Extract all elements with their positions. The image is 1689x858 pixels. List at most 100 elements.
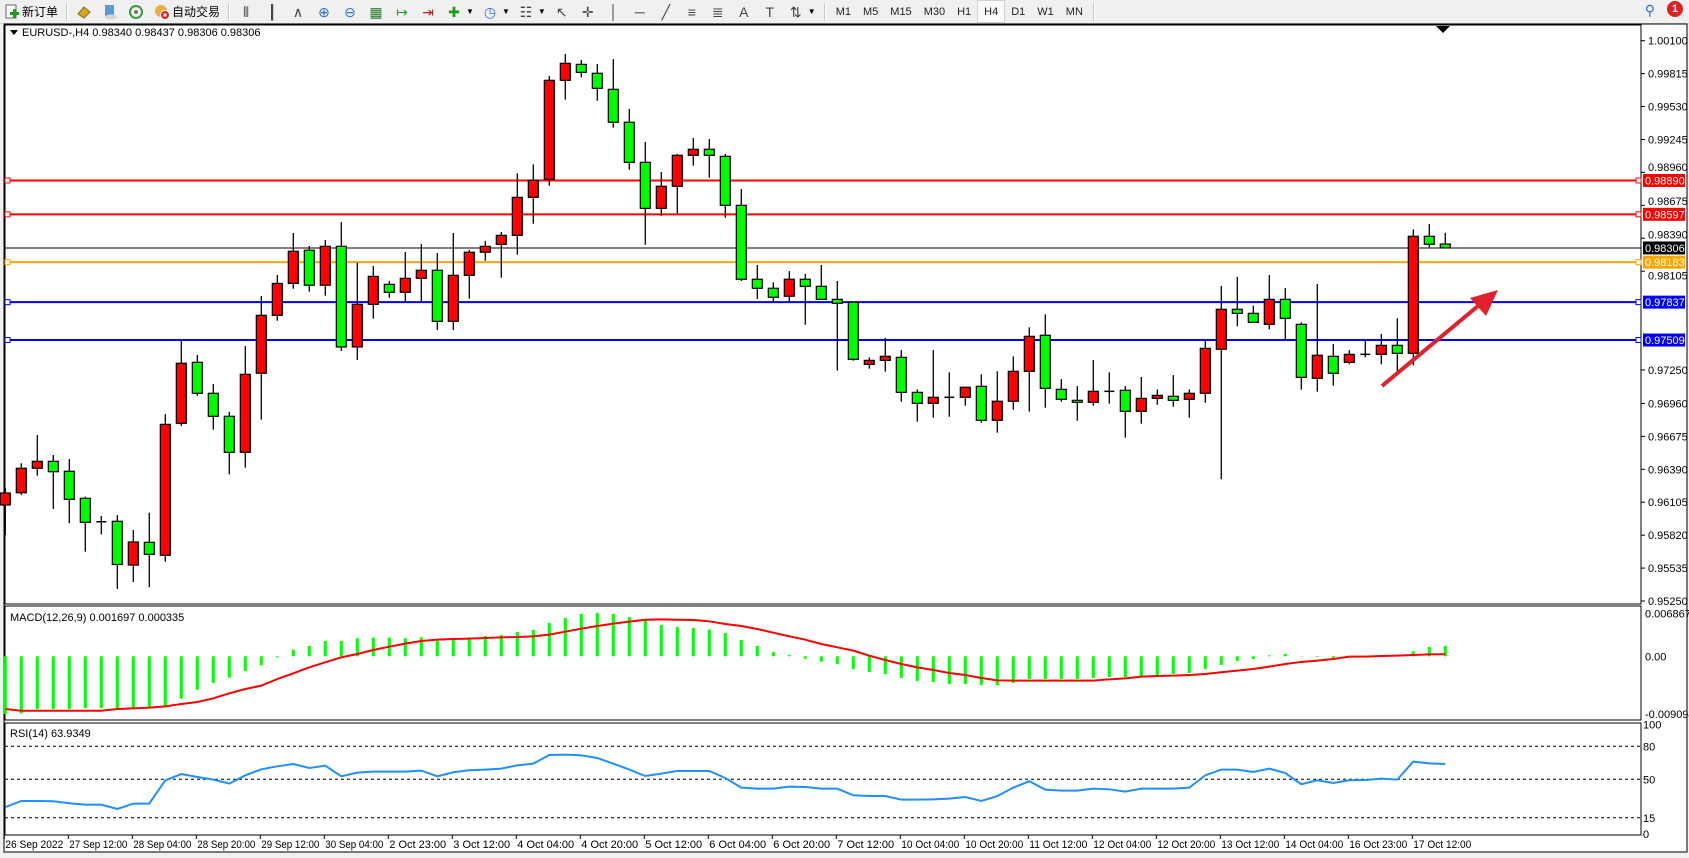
candle-body [271,282,283,316]
templates-button[interactable]: ☷ ▼ [515,1,549,22]
signals-button[interactable] [125,1,149,22]
rsi-series [4,745,1641,819]
zoom-out-icon: ⊖ [344,3,356,20]
macd-series [3,612,1447,714]
fibo-fan-button[interactable]: ≣ [707,1,731,22]
candle [191,354,203,396]
notification-badge[interactable]: 1 [1667,1,1683,17]
candle-body [671,154,683,187]
candle-body [1423,235,1435,245]
text-icon: A [739,3,749,20]
candle-body [799,278,811,287]
level-price-label: 0.98183 [1645,257,1685,269]
candle-body [127,541,139,566]
candle [1183,389,1195,418]
dropdown-arrow-icon[interactable]: ▼ [501,7,510,16]
trendline-button[interactable]: ╱ [655,1,679,22]
level-handle [4,299,11,306]
candle [527,164,539,224]
level-handle [4,337,11,344]
new-order-label: 新订单 [22,5,59,19]
new-order-button[interactable]: 新订单 [1,1,61,22]
tile-windows-button[interactable]: ▦ [365,1,389,22]
arrows-button[interactable]: ⇅ ▼ [785,1,819,22]
chart-shift-button[interactable]: ↦ [391,1,415,22]
vertical-line-button[interactable]: │ [603,1,627,22]
candle [1407,229,1419,366]
periods-button[interactable]: ◷ ▼ [479,1,513,22]
dropdown-arrow-icon[interactable]: ▼ [466,7,474,16]
crosshair-button[interactable]: ✛ [577,1,601,22]
text-button[interactable]: A [733,1,757,22]
auto-trading-button[interactable]: 自动交易 [151,1,223,22]
candle [143,512,155,588]
gold-button[interactable] [73,1,97,22]
line-chart-button[interactable]: ∧ [287,1,311,22]
bar-chart-icon: ⫴ [243,3,249,20]
timeframe-m5[interactable]: M5 [863,5,879,18]
zoom-out-button[interactable]: ⊖ [339,1,363,22]
fibonacci-button[interactable]: ≡ [681,1,705,22]
timeframe-h1[interactable]: H1 [957,5,972,18]
zoom-in-button[interactable]: ⊕ [313,1,337,22]
timeframe-m1[interactable]: M1 [835,5,851,18]
candle [687,137,699,166]
candle-body [623,121,635,163]
candle [1087,360,1099,406]
trend-arrow-annotation[interactable] [1380,290,1498,388]
indicators-button[interactable]: ✚ ▼ [443,1,477,22]
timeframe-mn[interactable]: MN [1065,5,1083,18]
candle-body [367,275,379,305]
market-watch-button[interactable] [99,1,123,22]
candle [944,372,955,417]
price-tick-label: 0.96960 [1648,398,1688,410]
crosshair-icon: ✛ [581,3,594,20]
chart-shift-marker[interactable] [1436,26,1450,33]
horizontal-line-button[interactable]: ─ [629,1,653,22]
bar-chart-button[interactable]: ⫴ [235,1,259,22]
candle-body [639,161,651,209]
search-icon[interactable]: ⚲ [1644,2,1655,18]
timeframe-d1[interactable]: D1 [1011,5,1026,18]
candle [735,189,747,281]
level-price-tag [1643,207,1685,221]
chart-header: EURUSD-,H4 0.98340 0.98437 0.98306 0.983… [22,27,261,39]
dropdown-arrow-icon[interactable]: ▼ [537,7,546,16]
candle-body [511,196,523,236]
candle-body [287,250,299,285]
candle [511,173,523,255]
rsi-label: RSI(14) 63.9349 [10,728,91,740]
candle [447,233,459,330]
timeframe-w1[interactable]: W1 [1037,5,1054,18]
candlestick-button[interactable]: ┃ [261,1,285,22]
candle [623,108,635,170]
candle [1135,376,1147,424]
timeframe-h4[interactable]: H4 [977,0,1006,23]
candle [399,251,411,302]
bid-price-tag [1643,241,1685,255]
candle [1327,343,1339,386]
candle-body [1439,243,1451,249]
candle [1279,288,1291,340]
time-tick-label: 4 Oct 04:00 [517,839,574,851]
cursor-button[interactable]: ↖ [551,1,575,22]
auto-scroll-icon: ⇥ [422,3,434,20]
symbol-dropdown-icon[interactable] [10,30,18,35]
level-handle [1635,259,1642,266]
rsi-tick-label: 50 [1643,774,1655,786]
candle-body [1135,397,1147,412]
auto-scroll-button[interactable]: ⇥ [417,1,441,22]
text-label-button[interactable]: T [759,1,783,22]
candle-body [735,204,747,280]
price-tick-label: 0.97250 [1648,365,1688,377]
chart-shift-icon: ↦ [396,3,408,20]
price-tick-label: 0.95535 [1648,563,1688,575]
candle-body [431,269,443,322]
candle-body [31,460,43,469]
cursor-icon: ↖ [555,3,568,20]
timeframe-m15[interactable]: M15 [890,5,912,18]
candle [719,154,731,218]
dropdown-arrow-icon[interactable]: ▼ [807,7,816,16]
timeframe-m30[interactable]: M30 [923,5,946,18]
